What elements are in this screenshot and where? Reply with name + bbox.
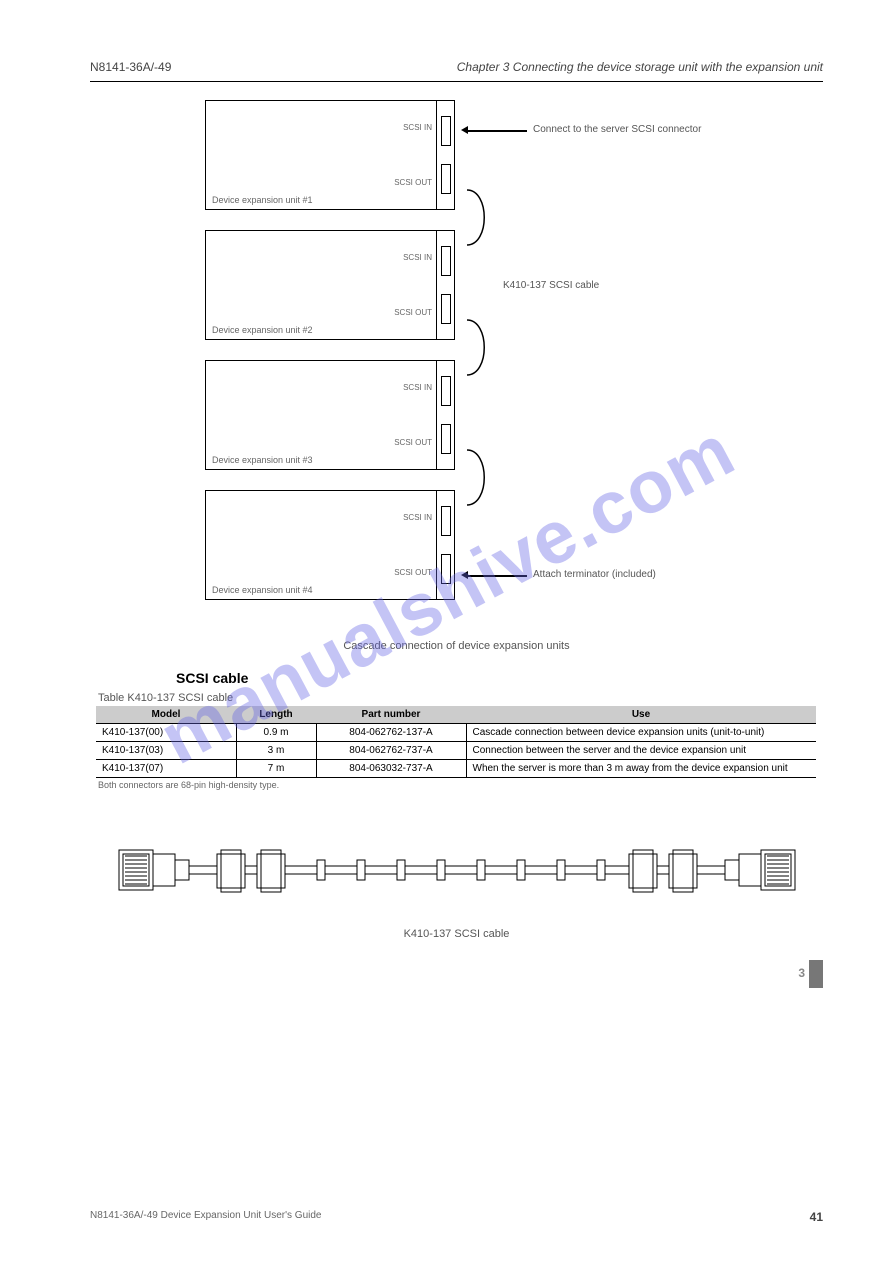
th-model: Model (96, 706, 236, 724)
diagram-caption: Cascade connection of device expansion u… (90, 640, 823, 652)
unit-2-panel (436, 231, 454, 339)
table-title: Table K410-137 SCSI cable (98, 692, 823, 704)
th-length: Length (236, 706, 316, 724)
td-part: 804-062762-137-A (316, 724, 466, 742)
unit-4: Device expansion unit #4 SCSI IN SCSI OU… (205, 490, 455, 600)
side-tab (809, 960, 823, 988)
page-header: N8141-36A/-49 Chapter 3 Connecting the d… (90, 60, 823, 82)
td-length: 7 m (236, 760, 316, 778)
cable-illustration (117, 820, 797, 920)
cascade-cable-label: K410-137 SCSI cable (503, 280, 599, 291)
unit-1-scsi-out (441, 164, 451, 194)
unit-3-scsi-out (441, 424, 451, 454)
side-tab-number: 3 (798, 966, 805, 980)
td-use: Connection between the server and the de… (466, 742, 816, 760)
td-length: 3 m (236, 742, 316, 760)
unit-4-out-label: SCSI OUT (394, 568, 432, 577)
td-model: K410-137(07) (96, 760, 236, 778)
unit-2-caption: Device expansion unit #2 (212, 325, 313, 335)
section-title-scsi-cable: SCSI cable (176, 670, 823, 686)
td-length: 0.9 m (236, 724, 316, 742)
unit-2-out-label: SCSI OUT (394, 308, 432, 317)
scsi-cable-table: Model Length Part number Use K410-137(00… (96, 706, 816, 778)
table-header-row: Model Length Part number Use (96, 706, 816, 724)
unit-4-caption: Device expansion unit #4 (212, 585, 313, 595)
header-model: N8141-36A/-49 (90, 60, 171, 74)
header-chapter: Chapter 3 Connecting the device storage … (457, 60, 823, 74)
unit-3-caption: Device expansion unit #3 (212, 455, 313, 465)
unit-1: Device expansion unit #1 SCSI IN SCSI OU… (205, 100, 455, 210)
unit-1-caption: Device expansion unit #1 (212, 195, 313, 205)
cascade-diagram: Device expansion unit #1 SCSI IN SCSI OU… (145, 100, 768, 630)
th-use: Use (466, 706, 816, 724)
unit-3-out-label: SCSI OUT (394, 438, 432, 447)
table-row: K410-137(00) 0.9 m 804-062762-137-A Casc… (96, 724, 816, 742)
th-part: Part number (316, 706, 466, 724)
arrow-to-server-line (467, 130, 527, 132)
unit-2: Device expansion unit #2 SCSI IN SCSI OU… (205, 230, 455, 340)
unit-4-panel (436, 491, 454, 599)
unit-3-in-label: SCSI IN (403, 383, 432, 392)
page-footer: N8141-36A/-49 Device Expansion Unit User… (90, 1210, 823, 1221)
table-footnote: Both connectors are 68-pin high-density … (98, 780, 823, 790)
unit-4-scsi-out (441, 554, 451, 584)
unit-2-scsi-out (441, 294, 451, 324)
unit-4-in-label: SCSI IN (403, 513, 432, 522)
cable-svg (117, 820, 797, 920)
arrow-terminator-head (461, 571, 468, 579)
arrow-terminator-label: Attach terminator (included) (533, 569, 656, 580)
td-use: Cascade connection between device expans… (466, 724, 816, 742)
td-part: 804-063032-737-A (316, 760, 466, 778)
arrow-terminator-line (467, 575, 527, 577)
footer-left: N8141-36A/-49 Device Expansion Unit User… (90, 1210, 321, 1221)
table-row: K410-137(07) 7 m 804-063032-737-A When t… (96, 760, 816, 778)
unit-1-panel (436, 101, 454, 209)
unit-2-scsi-in (441, 246, 451, 276)
cable-caption: K410-137 SCSI cable (90, 928, 823, 940)
td-part: 804-062762-737-A (316, 742, 466, 760)
td-model: K410-137(03) (96, 742, 236, 760)
arrow-to-server-label: Connect to the server SCSI connector (533, 124, 701, 135)
arrow-to-server-head (461, 126, 468, 134)
td-model: K410-137(00) (96, 724, 236, 742)
unit-1-scsi-in (441, 116, 451, 146)
unit-4-scsi-in (441, 506, 451, 536)
unit-2-in-label: SCSI IN (403, 253, 432, 262)
unit-3: Device expansion unit #3 SCSI IN SCSI OU… (205, 360, 455, 470)
unit-1-out-label: SCSI OUT (394, 178, 432, 187)
table-row: K410-137(03) 3 m 804-062762-737-A Connec… (96, 742, 816, 760)
unit-3-panel (436, 361, 454, 469)
footer-page-number: 41 (810, 1210, 823, 1224)
unit-3-scsi-in (441, 376, 451, 406)
unit-1-in-label: SCSI IN (403, 123, 432, 132)
td-use: When the server is more than 3 m away fr… (466, 760, 816, 778)
